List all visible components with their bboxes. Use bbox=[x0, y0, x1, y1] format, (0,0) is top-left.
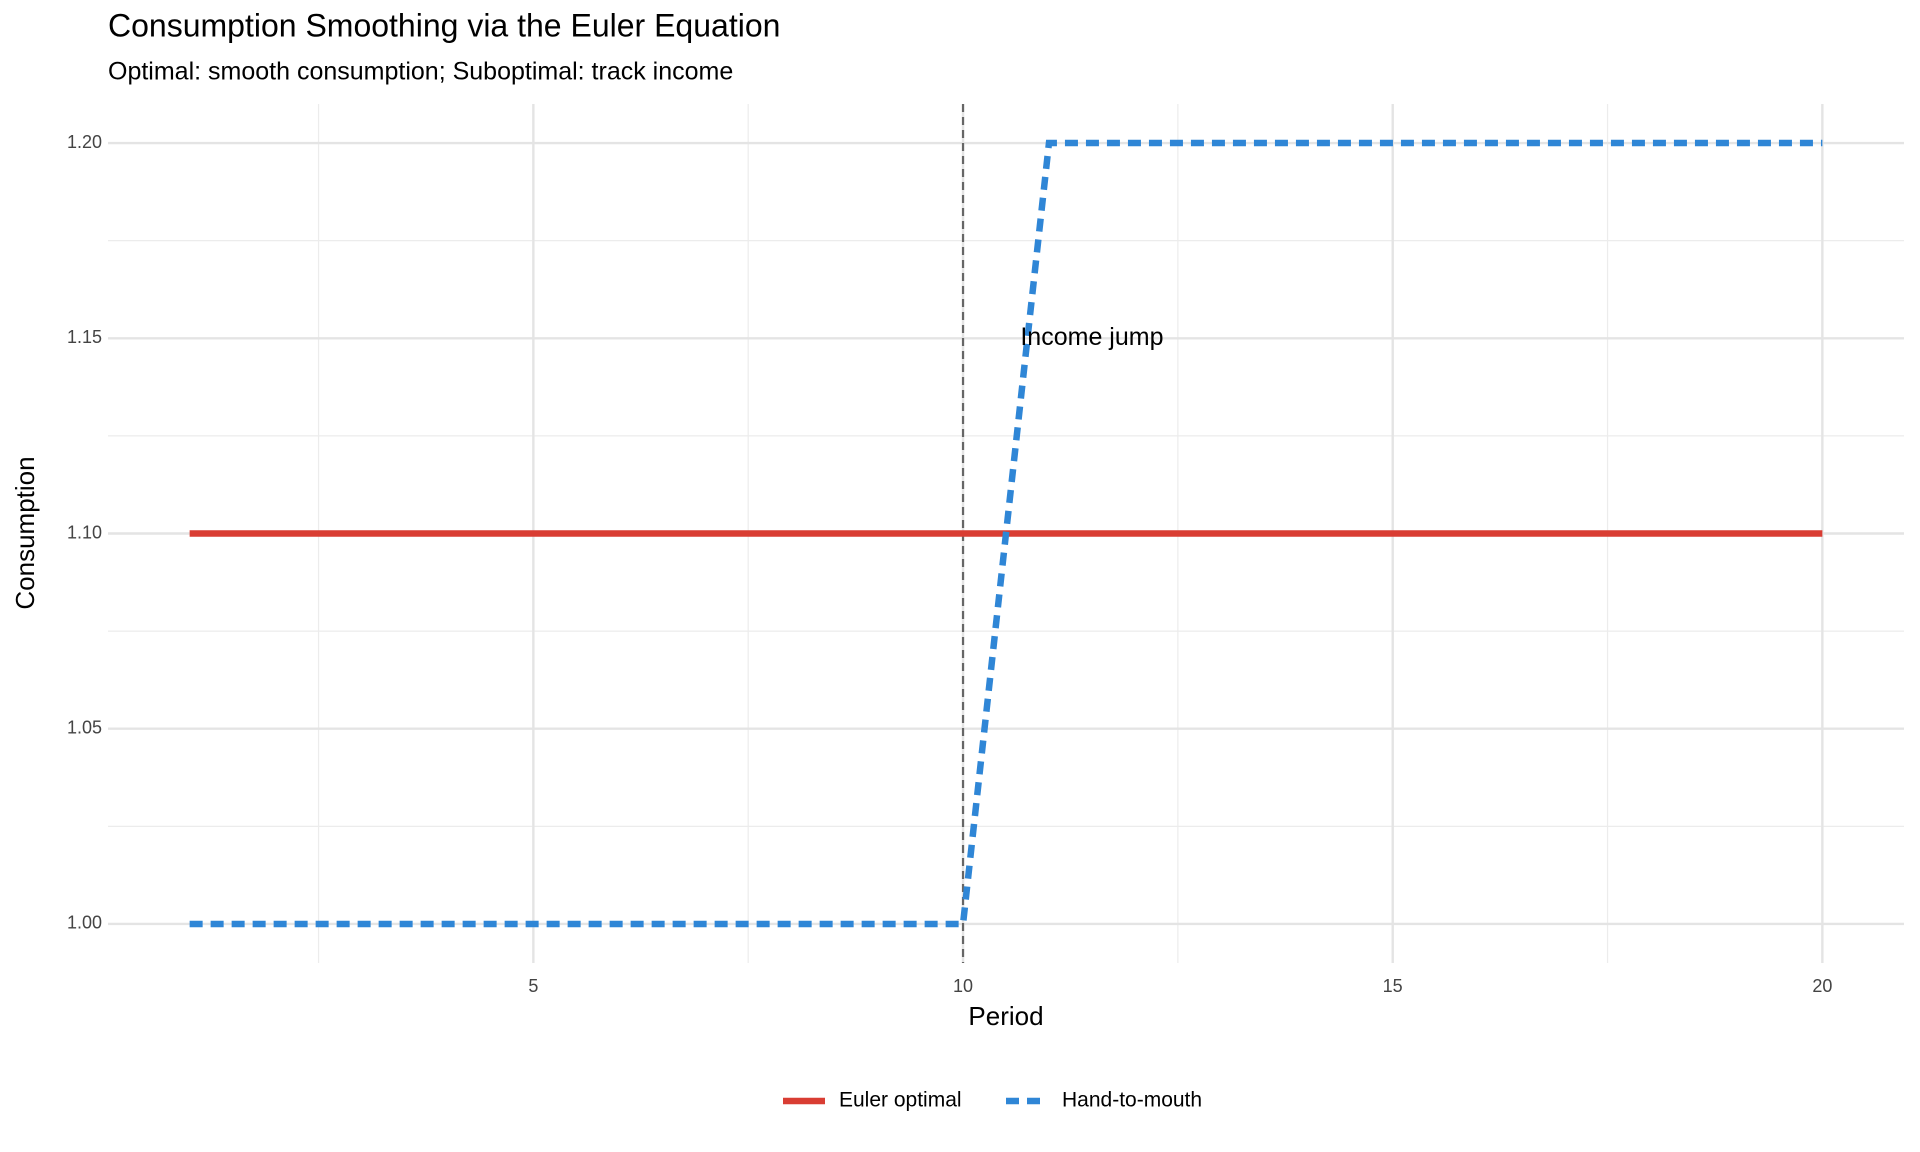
y-tick-label: 1.20 bbox=[67, 132, 102, 152]
legend-label: Hand-to-mouth bbox=[1062, 1089, 1202, 1112]
chart-title: Consumption Smoothing via the Euler Equa… bbox=[108, 7, 780, 43]
annotation: Income jump bbox=[1020, 323, 1163, 351]
y-tick-label: 1.00 bbox=[67, 913, 102, 933]
x-tick-label: 10 bbox=[953, 976, 973, 996]
chart-subtitle: Optimal: smooth consumption; Suboptimal:… bbox=[108, 58, 733, 86]
x-tick-label: 20 bbox=[1812, 976, 1832, 996]
x-tick-label: 15 bbox=[1383, 976, 1403, 996]
x-axis-title: Period bbox=[968, 1001, 1043, 1031]
series-line bbox=[189, 139, 1823, 928]
x-tick-label: 5 bbox=[528, 976, 538, 996]
y-tick-label: 1.15 bbox=[67, 327, 102, 347]
y-tick-label: 1.10 bbox=[67, 522, 102, 542]
y-tick-label: 1.05 bbox=[67, 717, 102, 737]
y-axis-title: Consumption bbox=[10, 456, 40, 609]
legend-label: Euler optimal bbox=[839, 1089, 962, 1112]
